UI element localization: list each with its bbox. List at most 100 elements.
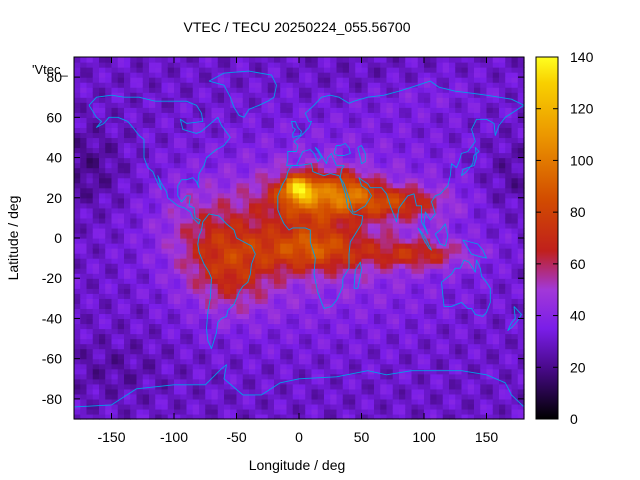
heatmap-cell (392, 393, 400, 400)
heatmap-cell (192, 182, 200, 189)
heatmap-cell (374, 107, 381, 113)
heatmap-cell (180, 117, 188, 123)
heatmap-cell (430, 197, 438, 204)
heatmap-cell (124, 288, 131, 294)
heatmap-cell (124, 243, 131, 249)
heatmap-cell (86, 353, 94, 360)
heatmap-cell (386, 152, 394, 159)
heatmap-cell (267, 167, 275, 174)
heatmap-cell (455, 313, 463, 320)
heatmap-cell (311, 67, 319, 73)
heatmap-cell (242, 378, 250, 385)
heatmap-cell (267, 278, 275, 284)
heatmap-cell (461, 112, 469, 118)
heatmap-cell (211, 398, 219, 405)
heatmap-cell (242, 298, 250, 304)
heatmap-cell (342, 152, 350, 159)
heatmap-cell (249, 117, 256, 123)
heatmap-cell (249, 253, 256, 259)
heatmap-cell (130, 157, 138, 164)
heatmap-cell (467, 363, 475, 370)
heatmap-cell (474, 308, 481, 315)
heatmap-cell (449, 393, 456, 400)
heatmap-cell (380, 283, 388, 289)
heatmap-cell (267, 102, 275, 108)
heatmap-cell (317, 258, 325, 264)
heatmap-cell (167, 137, 175, 144)
heatmap-cell (499, 313, 506, 320)
heatmap-cell (374, 273, 381, 279)
heatmap-cell (255, 298, 263, 304)
heatmap-cell (436, 398, 444, 405)
heatmap-cell (155, 398, 163, 405)
heatmap-cell (480, 373, 488, 380)
heatmap-cell (142, 298, 150, 304)
heatmap-cell (236, 192, 244, 199)
heatmap-cell (167, 117, 175, 123)
heatmap-cell (224, 122, 231, 128)
heatmap-cell (324, 313, 331, 320)
heatmap-cell (367, 403, 375, 410)
heatmap-cell (111, 338, 119, 345)
heatmap-cell (274, 328, 281, 335)
heatmap-cell (374, 328, 381, 335)
heatmap-cell (130, 107, 138, 113)
heatmap-cell (417, 238, 425, 244)
heatmap-cell (267, 82, 275, 88)
heatmap-cell (211, 157, 219, 164)
heatmap-cell (142, 273, 150, 279)
heatmap-cell (424, 172, 431, 179)
heatmap-cell (330, 273, 338, 279)
heatmap-cell (361, 182, 369, 189)
heatmap-cell (411, 243, 419, 249)
heatmap-cell (311, 122, 319, 128)
heatmap-cell (80, 353, 88, 360)
heatmap-cell (480, 248, 488, 254)
heatmap-cell (255, 398, 263, 405)
heatmap-cell (236, 358, 244, 365)
heatmap-cell (286, 303, 294, 309)
heatmap-cell (467, 137, 475, 144)
heatmap-cell (374, 127, 381, 134)
heatmap-cell (280, 192, 288, 199)
heatmap-cell (442, 308, 450, 315)
heatmap-cell (480, 162, 488, 169)
heatmap-cell (224, 298, 231, 304)
heatmap-cell (499, 137, 506, 144)
heatmap-cell (349, 127, 356, 134)
heatmap-cell (230, 232, 238, 239)
heatmap-cell (474, 398, 481, 405)
heatmap-cell (392, 328, 400, 335)
heatmap-cell (361, 283, 369, 289)
heatmap-cell (311, 182, 319, 189)
heatmap-cell (480, 232, 488, 239)
heatmap-cell (224, 167, 231, 174)
heatmap-cell (305, 182, 313, 189)
heatmap-cell (311, 82, 319, 88)
heatmap-cell (305, 112, 313, 118)
heatmap-cell (105, 187, 113, 194)
heatmap-cell (436, 343, 444, 350)
heatmap-cell (330, 222, 338, 229)
heatmap-cell (299, 112, 306, 118)
heatmap-cell (305, 283, 313, 289)
heatmap-cell (486, 413, 494, 420)
heatmap-cell (430, 57, 438, 63)
heatmap-cell (455, 222, 463, 229)
heatmap-cell (430, 263, 438, 269)
heatmap-cell (280, 97, 288, 103)
heatmap-cell (186, 278, 194, 284)
heatmap-cell (474, 373, 481, 380)
heatmap-cell (142, 142, 150, 149)
heatmap-cell (442, 268, 450, 274)
heatmap-cell (499, 142, 506, 149)
heatmap-cell (299, 132, 306, 139)
heatmap-cell (455, 353, 463, 360)
heatmap-cell (149, 388, 156, 395)
heatmap-cell (111, 408, 119, 415)
heatmap-cell (111, 162, 119, 169)
heatmap-cell (449, 343, 456, 350)
heatmap-cell (267, 157, 275, 164)
heatmap-cell (180, 283, 188, 289)
heatmap-cell (336, 293, 344, 299)
